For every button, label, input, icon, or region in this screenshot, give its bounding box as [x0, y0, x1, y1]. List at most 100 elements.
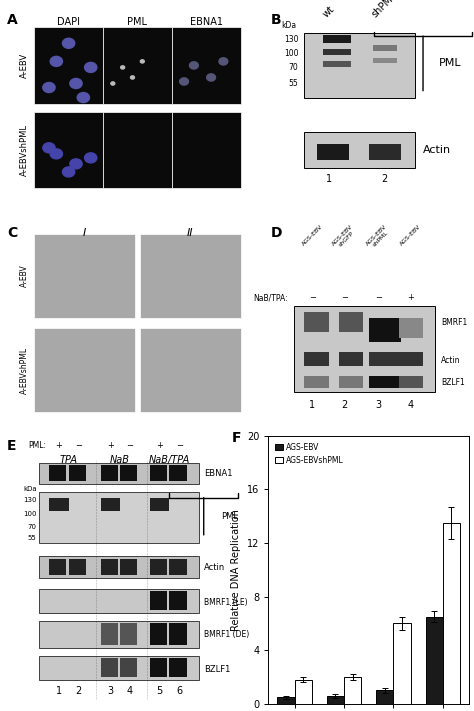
Circle shape: [63, 38, 75, 48]
Circle shape: [190, 62, 198, 69]
FancyBboxPatch shape: [103, 112, 172, 188]
Circle shape: [207, 74, 216, 81]
Circle shape: [219, 58, 228, 65]
Text: NaB/TPA:: NaB/TPA:: [254, 294, 288, 302]
Circle shape: [50, 149, 63, 159]
FancyBboxPatch shape: [172, 27, 241, 104]
FancyBboxPatch shape: [120, 658, 137, 677]
FancyBboxPatch shape: [369, 352, 401, 366]
Text: shPML: shPML: [370, 0, 400, 19]
Circle shape: [130, 76, 135, 79]
Text: −: −: [309, 294, 316, 302]
FancyBboxPatch shape: [120, 559, 137, 575]
FancyBboxPatch shape: [373, 58, 397, 63]
Bar: [376, 690, 393, 704]
Text: C: C: [7, 225, 18, 240]
Text: +: +: [408, 294, 414, 302]
Text: kDa: kDa: [23, 486, 36, 493]
Text: 130: 130: [284, 35, 299, 44]
FancyBboxPatch shape: [369, 144, 401, 160]
Text: TPA: TPA: [60, 454, 78, 465]
FancyBboxPatch shape: [304, 33, 415, 97]
Circle shape: [70, 78, 82, 88]
Text: DAPI: DAPI: [57, 17, 80, 27]
FancyBboxPatch shape: [304, 132, 415, 168]
Text: B: B: [270, 13, 281, 27]
Text: II: II: [187, 228, 193, 237]
FancyBboxPatch shape: [49, 559, 66, 575]
Circle shape: [77, 92, 90, 102]
FancyBboxPatch shape: [169, 466, 187, 481]
Bar: [344, 677, 361, 704]
Text: −: −: [176, 442, 182, 450]
Text: 100: 100: [284, 49, 299, 58]
FancyBboxPatch shape: [169, 592, 187, 610]
Text: BMRF1 (DE): BMRF1 (DE): [204, 630, 249, 638]
FancyBboxPatch shape: [34, 112, 103, 188]
Text: PML: PML: [128, 17, 147, 27]
Bar: [295, 680, 312, 704]
Text: −: −: [127, 442, 134, 450]
FancyBboxPatch shape: [100, 624, 118, 645]
Text: 4: 4: [408, 400, 414, 410]
Text: Actin: Actin: [441, 356, 461, 365]
Text: NaB/TPA: NaB/TPA: [149, 454, 190, 465]
FancyBboxPatch shape: [294, 306, 435, 392]
FancyBboxPatch shape: [304, 352, 328, 366]
Text: F: F: [232, 431, 242, 444]
FancyBboxPatch shape: [150, 466, 167, 481]
FancyBboxPatch shape: [373, 46, 397, 51]
FancyBboxPatch shape: [322, 61, 351, 68]
Text: AGS-EBV
shPML: AGS-EBV shPML: [365, 223, 392, 250]
Text: A-EBVshPML: A-EBVshPML: [20, 347, 29, 394]
Bar: [277, 697, 295, 704]
Circle shape: [43, 143, 55, 153]
Circle shape: [140, 60, 144, 63]
FancyBboxPatch shape: [34, 328, 135, 412]
Text: PML:: PML:: [28, 442, 46, 450]
Text: +: +: [107, 442, 114, 450]
Text: 100: 100: [23, 510, 36, 517]
FancyBboxPatch shape: [338, 312, 363, 332]
Circle shape: [121, 66, 125, 69]
Text: A: A: [7, 13, 18, 27]
FancyBboxPatch shape: [399, 352, 423, 366]
FancyBboxPatch shape: [49, 498, 69, 511]
FancyBboxPatch shape: [120, 624, 137, 645]
FancyBboxPatch shape: [140, 233, 241, 318]
FancyBboxPatch shape: [317, 144, 349, 160]
Text: −: −: [75, 442, 82, 450]
Text: −: −: [341, 294, 348, 302]
FancyBboxPatch shape: [369, 376, 401, 388]
Text: PML: PML: [221, 512, 238, 520]
Circle shape: [180, 78, 189, 85]
FancyBboxPatch shape: [39, 557, 199, 578]
FancyBboxPatch shape: [39, 621, 199, 648]
Text: 4: 4: [127, 686, 133, 696]
FancyBboxPatch shape: [399, 318, 423, 338]
FancyBboxPatch shape: [399, 376, 423, 388]
FancyBboxPatch shape: [150, 592, 167, 610]
Text: BMRF1 (LE): BMRF1 (LE): [204, 597, 247, 606]
FancyBboxPatch shape: [34, 27, 103, 104]
Text: E: E: [7, 439, 17, 453]
Text: 1: 1: [310, 400, 316, 410]
Bar: [426, 616, 443, 704]
FancyBboxPatch shape: [120, 466, 137, 481]
FancyBboxPatch shape: [304, 376, 328, 388]
FancyBboxPatch shape: [69, 559, 86, 575]
Text: 55: 55: [28, 535, 36, 541]
Text: EBNA1: EBNA1: [204, 469, 232, 478]
FancyBboxPatch shape: [150, 658, 167, 677]
FancyBboxPatch shape: [69, 466, 86, 481]
Text: BZLF1: BZLF1: [441, 378, 465, 387]
Text: 2: 2: [342, 400, 348, 410]
FancyBboxPatch shape: [34, 233, 135, 318]
Circle shape: [84, 63, 97, 73]
FancyBboxPatch shape: [103, 27, 172, 104]
Text: 70: 70: [27, 524, 36, 530]
FancyBboxPatch shape: [39, 492, 199, 543]
Text: 70: 70: [289, 63, 299, 72]
Text: +: +: [55, 442, 62, 450]
Text: D: D: [270, 225, 282, 240]
